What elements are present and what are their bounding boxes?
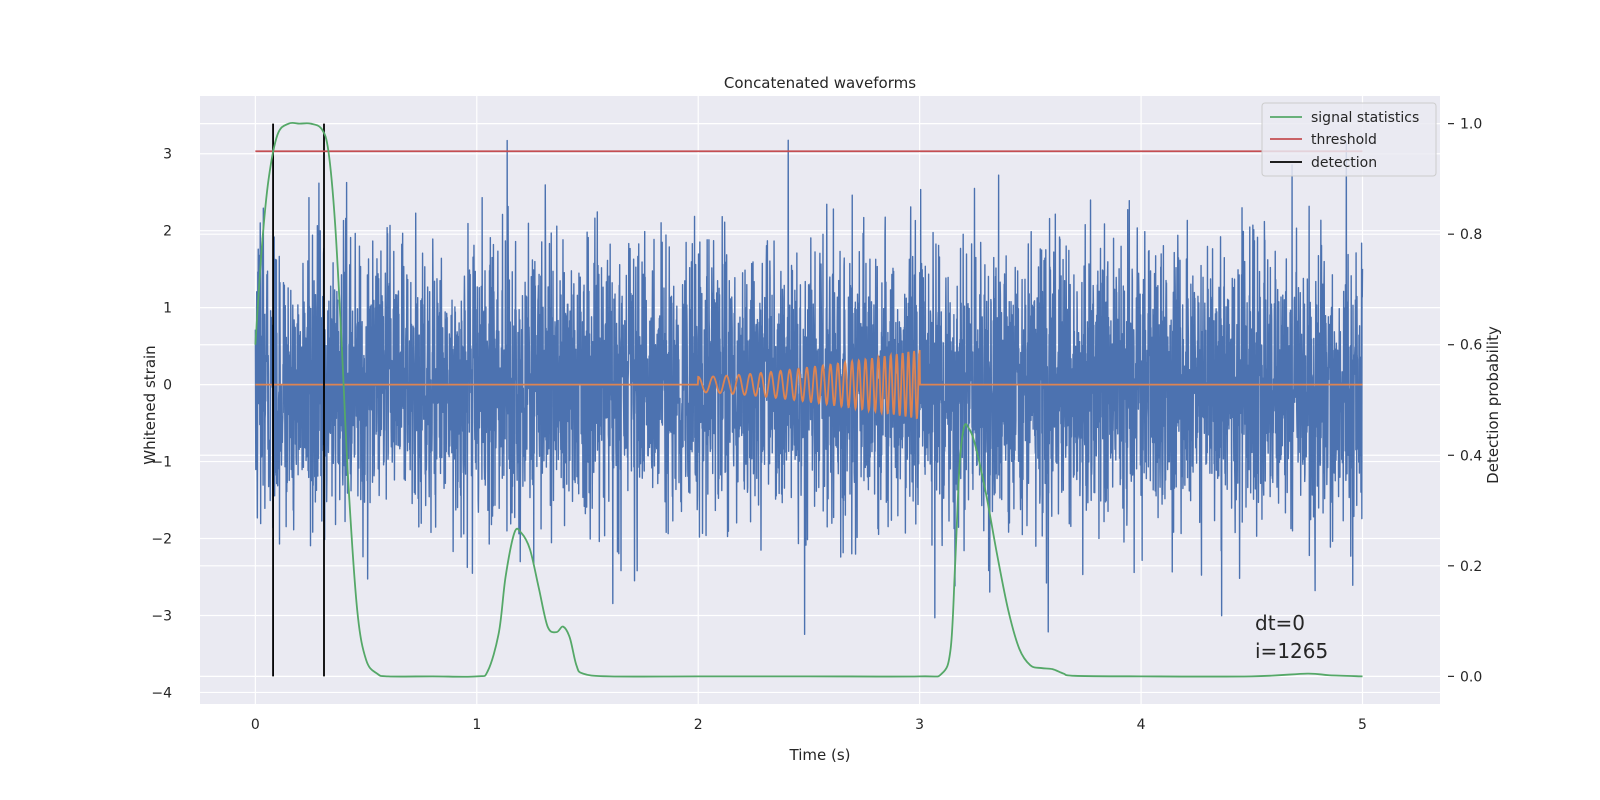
- y-tick-label: −4: [151, 685, 172, 701]
- x-tick-label: 0: [251, 717, 260, 733]
- y-tick-label: 1: [163, 301, 172, 317]
- right-y-axis-ticks: 0.0 0.2 0.4 0.6 0.8 1.0: [1448, 117, 1482, 685]
- right-y-tick-label: 0.4: [1460, 448, 1482, 464]
- y-axis-title: Whitened strain: [141, 345, 159, 464]
- signal-statistics-line: [254, 121, 1363, 678]
- chart-title: Concatenated waveforms: [724, 74, 916, 92]
- annotation-i: i=1265: [1255, 639, 1328, 663]
- strain-line: [254, 139, 1364, 636]
- legend-label-threshold: threshold: [1311, 132, 1377, 148]
- x-tick-label: 2: [694, 717, 703, 733]
- y-tick-label: −1: [151, 455, 172, 471]
- right-y-tick-label: 0.8: [1460, 227, 1482, 243]
- detection-lines: [272, 123, 325, 677]
- right-y-tick-label: 1.0: [1460, 117, 1482, 133]
- x-tick-label: 4: [1137, 717, 1146, 733]
- template-series: [255, 349, 1363, 420]
- x-tick-label: 1: [472, 717, 481, 733]
- y-tick-label: 2: [163, 224, 172, 240]
- right-y-tick-label: 0.2: [1460, 559, 1482, 575]
- right-y-axis-title: Detection probability: [1484, 326, 1502, 484]
- strain-series: [254, 139, 1364, 636]
- legend: signal statistics threshold detection: [1261, 102, 1437, 177]
- template-line: [255, 349, 1363, 420]
- y-axis-ticks: −4 −3 −2 −1 0 1 2 3: [151, 147, 172, 702]
- x-axis-ticks: 0 1 2 3 4 5: [251, 717, 1367, 733]
- x-axis-title: Time (s): [789, 746, 851, 764]
- y-tick-label: 0: [163, 378, 172, 394]
- signal-statistics-series: [254, 121, 1363, 678]
- y-tick-label: 3: [163, 147, 172, 163]
- right-y-tick-label: 0.6: [1460, 338, 1482, 354]
- legend-box: [1261, 102, 1437, 177]
- legend-label-signal-statistics: signal statistics: [1311, 110, 1419, 126]
- annotation-dt: dt=0: [1255, 611, 1305, 635]
- y-tick-label: −2: [151, 532, 172, 548]
- x-tick-label: 3: [915, 717, 924, 733]
- x-tick-label: 5: [1358, 717, 1367, 733]
- legend-label-detection: detection: [1311, 155, 1377, 171]
- y-tick-label: −3: [151, 608, 172, 624]
- right-y-tick-label: 0.0: [1460, 669, 1482, 685]
